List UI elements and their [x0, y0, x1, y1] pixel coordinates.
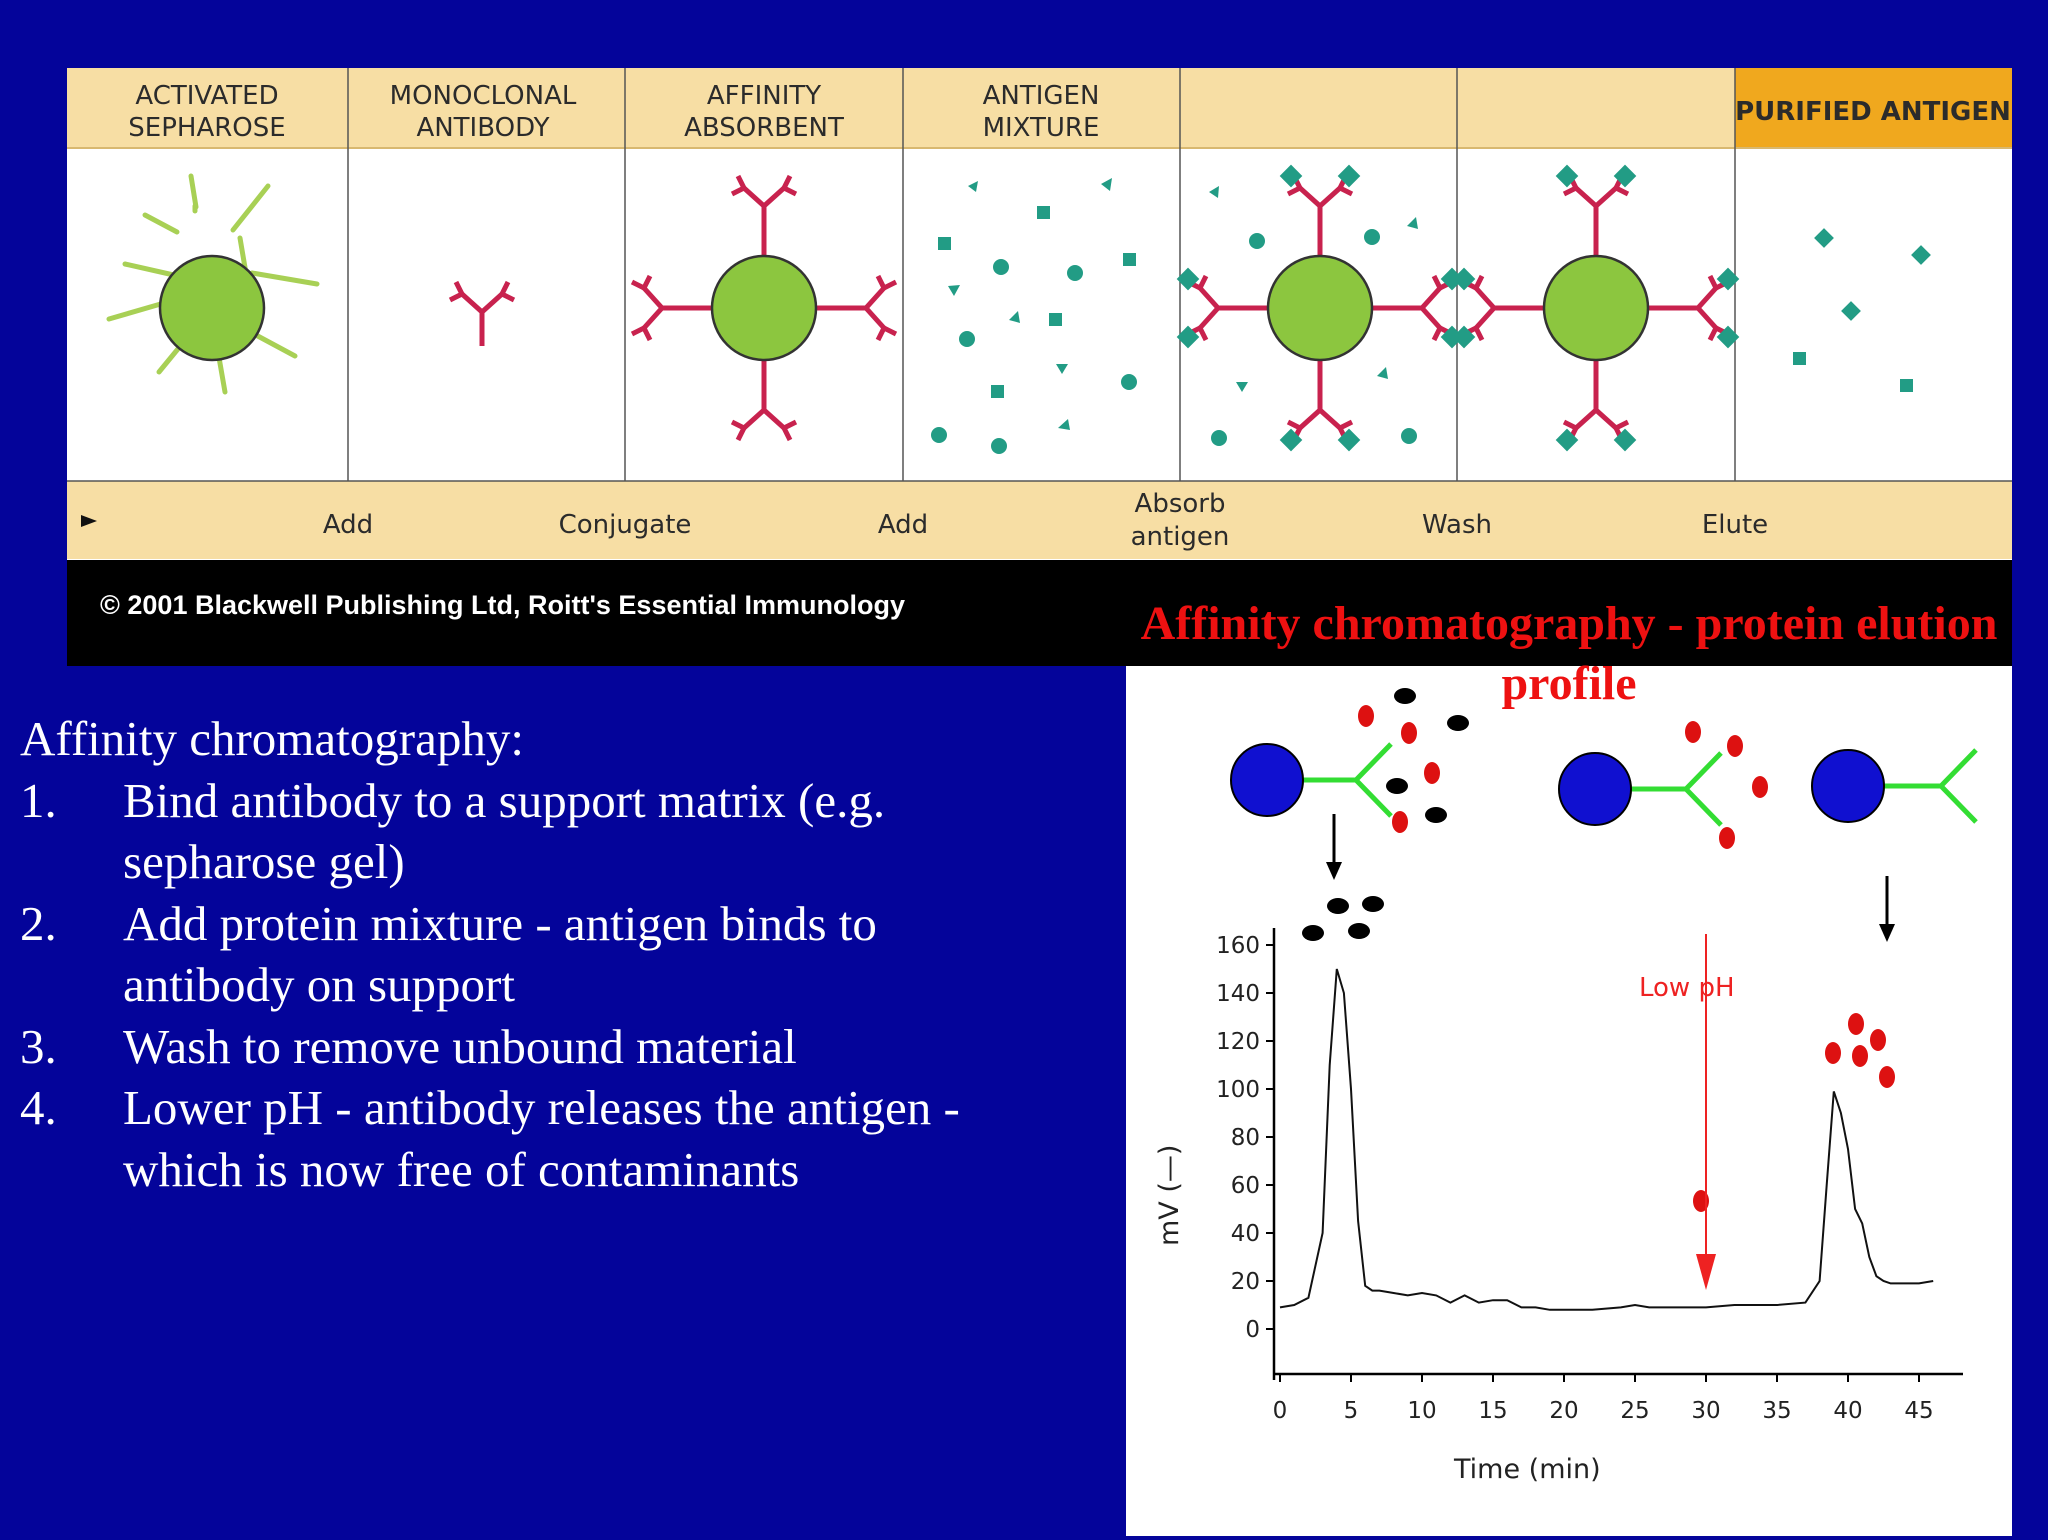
x-tick-label: 15 — [1478, 1398, 1507, 1424]
figure-title: Affinity chromatography - protein elutio… — [1140, 597, 1998, 710]
y-tick-label: 140 — [1216, 981, 1260, 1007]
y-axis-label: mV (—) — [1154, 1145, 1185, 1246]
y-tick-label: 100 — [1216, 1077, 1260, 1103]
bound-bead-absorb — [1177, 165, 1464, 452]
list-item: 3. Wash to remove unbound material — [20, 1016, 1120, 1078]
x-ticks: 0 5 10 15 20 25 30 35 40 45 — [1273, 1374, 1934, 1424]
unbound-proteins-cluster — [1302, 896, 1384, 941]
column-dividers — [347, 68, 1736, 481]
item-number: 2. — [20, 895, 57, 951]
y-tick-label: 0 — [1245, 1317, 1260, 1343]
step-add-1: Add — [323, 510, 373, 540]
procedure-text: Affinity chromatography: 1. Bind antibod… — [20, 708, 1120, 1200]
step-elute: Elute — [1702, 510, 1768, 540]
x-tick-label: 5 — [1344, 1398, 1359, 1424]
y-tick-label: 80 — [1231, 1125, 1260, 1151]
y-tick-label: 60 — [1231, 1173, 1260, 1199]
item-line: Bind antibody to a support matrix (e.g. — [123, 772, 886, 828]
y-tick-label: 40 — [1231, 1221, 1260, 1247]
item-line: Add protein mixture - antigen binds to — [123, 895, 877, 951]
header-activated-line1: ACTIVATED — [135, 81, 278, 111]
schematic-bead-3 — [1811, 748, 1978, 824]
list-item: 2. Add protein mixture - antigen binds t… — [20, 893, 1120, 1016]
item-line: Wash to remove unbound material — [123, 1018, 797, 1074]
header-antigen-line2: MIXTURE — [983, 113, 1100, 143]
x-tick-label: 25 — [1620, 1398, 1649, 1424]
header-monoclonal-line2: ANTIBODY — [416, 113, 549, 143]
item-line: sepharose gel) — [123, 834, 405, 889]
step-band — [67, 481, 2012, 559]
y-ticks: 0 20 40 60 80 100 120 140 160 — [1216, 933, 1274, 1343]
purified-antigen-header-bg — [1735, 68, 2012, 148]
elution-profile-chart: Low pH 0 20 40 60 80 100 120 140 160 0 5 10 15 20 25 3… — [1154, 688, 1978, 1485]
x-tick-label: 30 — [1691, 1398, 1720, 1424]
header-affinity-line2: ABSORBENT — [684, 113, 844, 143]
list-item: 1. Bind antibody to a support matrix (e.… — [20, 770, 1120, 893]
item-number: 4. — [20, 1080, 57, 1135]
step-absorb-line2: antigen — [1131, 522, 1230, 552]
low-ph-label: Low pH — [1639, 973, 1735, 1003]
low-ph-marker: Low pH — [1639, 934, 1735, 1290]
x-tick-label: 40 — [1833, 1398, 1862, 1424]
elution-profile-figure: Low pH 0 20 40 60 80 100 120 140 160 0 5 10 15 20 25 3… — [1126, 666, 2012, 1536]
x-tick-label: 45 — [1904, 1398, 1933, 1424]
header-affinity-line1: AFFINITY — [707, 81, 821, 111]
procedure-diagram: ACTIVATED SEPHAROSE MONOCLONAL ANTIBODY … — [67, 68, 2012, 559]
item-number: 3. — [20, 1018, 57, 1074]
antigen-mixture-particles — [931, 178, 1137, 454]
copyright-text: © 2001 Blackwell Publishing Ltd, Roitt's… — [100, 590, 905, 620]
x-tick-label: 0 — [1273, 1398, 1288, 1424]
chart-axes — [1272, 928, 1963, 1380]
item-line: antibody on support — [123, 957, 515, 1012]
schematic-proteins — [1358, 688, 1768, 849]
arrow-down-icon — [1879, 876, 1895, 942]
list-item: 4. Lower pH - antibody releases the anti… — [20, 1077, 1120, 1200]
eluted-antigen-cluster — [1825, 1013, 1895, 1088]
activated-sepharose-bead — [106, 173, 320, 395]
x-axis-label: Time (min) — [1453, 1454, 1601, 1485]
item-line: which is now free of contaminants — [123, 1141, 800, 1197]
header-purified-antigen: PURIFIED ANTIGEN — [1735, 97, 2011, 127]
header-activated-line2: SEPHAROSE — [128, 113, 285, 143]
x-tick-label: 10 — [1407, 1398, 1436, 1424]
item-line: Lower pH - antibody releases the antigen… — [123, 1080, 960, 1135]
elution-trace — [1279, 968, 1934, 1311]
step-wash: Wash — [1422, 510, 1492, 540]
schematic-bead-2 — [1558, 751, 1723, 827]
y-tick-label: 20 — [1231, 1269, 1260, 1295]
step-absorb-line1: Absorb — [1135, 489, 1226, 519]
x-tick-label: 35 — [1762, 1398, 1791, 1424]
item-number: 1. — [20, 772, 57, 828]
purified-antigen-particles — [1793, 228, 1931, 392]
y-tick-label: 160 — [1216, 933, 1260, 959]
header-antigen-line1: ANTIGEN — [983, 81, 1100, 111]
copyright-strip — [67, 560, 2012, 666]
affinity-absorbent-bead — [632, 176, 896, 440]
arrow-down-icon — [1326, 814, 1342, 880]
schematic-bead-1 — [1230, 742, 1393, 818]
header-band — [67, 68, 2012, 148]
text-heading: Affinity chromatography: — [20, 711, 524, 766]
y-tick-label: 120 — [1216, 1029, 1260, 1055]
step-add-2: Add — [878, 510, 928, 540]
monoclonal-antibody-icon — [450, 282, 514, 346]
bound-bead-wash — [1453, 165, 1740, 452]
header-monoclonal-line1: MONOCLONAL — [390, 81, 577, 111]
step-conjugate: Conjugate — [559, 510, 692, 540]
x-tick-label: 20 — [1549, 1398, 1578, 1424]
arrow-right-icon — [81, 515, 97, 527]
